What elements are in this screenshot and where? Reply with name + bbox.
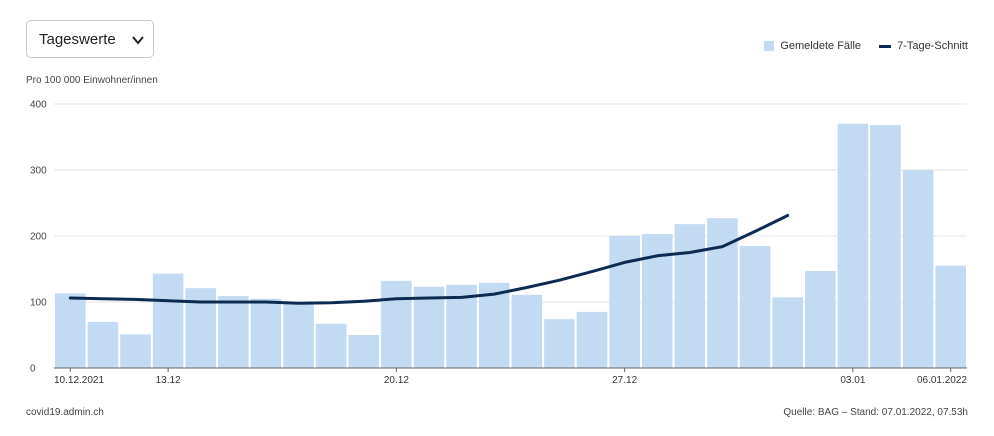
x-tick-label: 27.12 [612,375,637,386]
bar [87,321,119,368]
bar [804,270,836,368]
y-tick-label: 200 [30,232,47,243]
x-tick-label: 20.12 [384,375,409,386]
bar [674,224,706,368]
bar [250,298,282,368]
bar [511,294,543,368]
bar [152,273,184,368]
bar [120,334,151,368]
bar [315,323,347,368]
x-tick-label: 06.01.2022 [917,375,967,386]
bar [837,123,869,368]
bar [283,303,314,368]
average-line [68,214,790,305]
legend-label-bars: Gemeldete Fälle [780,40,862,52]
chart-legend: Gemeldete Fälle 7-Tage-Schnitt [764,40,968,52]
y-tick-label: 300 [30,166,47,177]
x-tick-label: 13.12 [156,375,181,386]
bar [576,311,608,368]
bar [739,245,771,368]
bar [413,286,445,368]
bar [902,170,934,368]
bar [478,282,510,368]
footer-source-note: Quelle: BAG – Stand: 07.01.2022, 07.53h [783,407,968,418]
legend-swatch-bars [764,41,775,51]
bar [870,125,901,369]
bar [772,297,803,368]
dropdown-selected-value: Tageswerte [39,31,116,48]
footer-source-site: covid19.admin.ch [26,407,104,418]
bar [381,280,412,368]
legend-swatch-line [879,44,892,48]
y-tick-label: 400 [30,100,47,111]
bar [544,319,575,368]
x-tick-label: 03.01 [840,375,865,386]
y-tick-label: 0 [30,364,36,375]
chevron-down-icon [132,36,144,45]
bar [609,236,640,368]
x-tick-label: 10.12.2021 [54,375,104,386]
y-tick-label: 100 [30,298,47,309]
bar [348,335,380,368]
legend-label-line: 7-Tage-Schnitt [897,40,968,52]
bar [935,265,966,368]
bar [218,296,249,368]
legend-item-line[interactable]: 7-Tage-Schnitt [879,40,968,52]
bar [55,293,86,368]
y-axis-unit-label: Pro 100 000 Einwohner/innen [26,75,158,86]
metric-dropdown[interactable]: Tageswerte [26,20,154,58]
legend-item-bars[interactable]: Gemeldete Fälle [764,40,861,52]
